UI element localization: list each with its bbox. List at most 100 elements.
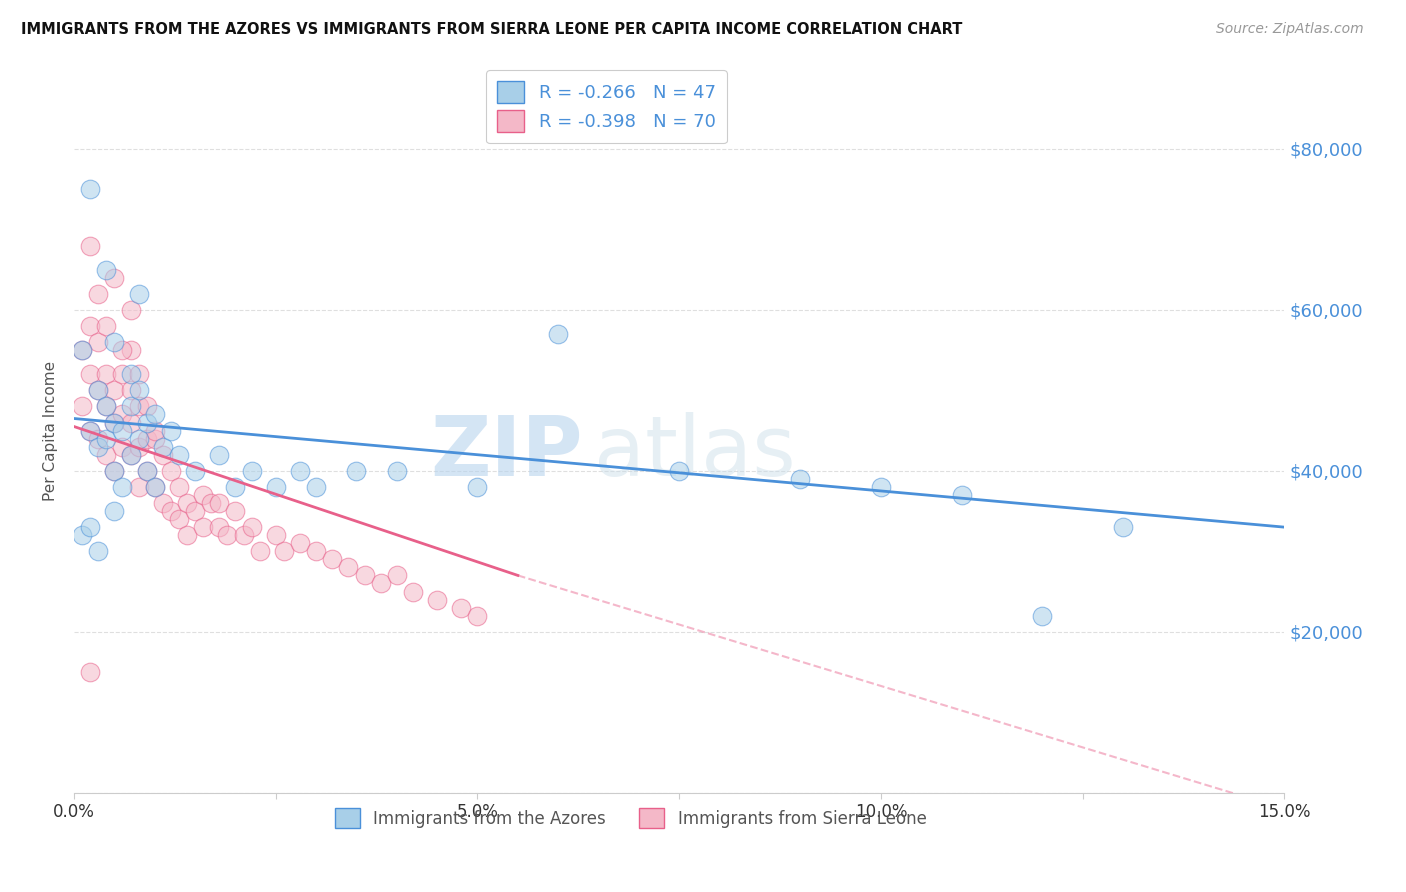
Point bbox=[668, 464, 690, 478]
Point bbox=[120, 400, 142, 414]
Point bbox=[402, 584, 425, 599]
Point bbox=[79, 424, 101, 438]
Point bbox=[467, 480, 489, 494]
Point bbox=[103, 334, 125, 349]
Point bbox=[96, 262, 118, 277]
Point bbox=[128, 480, 150, 494]
Point bbox=[288, 464, 311, 478]
Point bbox=[96, 368, 118, 382]
Y-axis label: Per Capita Income: Per Capita Income bbox=[44, 360, 58, 500]
Point bbox=[200, 496, 222, 510]
Point bbox=[135, 432, 157, 446]
Point bbox=[208, 496, 231, 510]
Point bbox=[103, 416, 125, 430]
Point bbox=[135, 464, 157, 478]
Point bbox=[120, 368, 142, 382]
Point bbox=[346, 464, 368, 478]
Point bbox=[111, 424, 134, 438]
Text: ZIP: ZIP bbox=[430, 412, 582, 492]
Point bbox=[370, 576, 392, 591]
Point bbox=[450, 600, 472, 615]
Point bbox=[184, 504, 207, 518]
Point bbox=[128, 368, 150, 382]
Point bbox=[547, 326, 569, 341]
Point bbox=[128, 432, 150, 446]
Point bbox=[273, 544, 295, 558]
Point bbox=[167, 480, 190, 494]
Point bbox=[224, 480, 246, 494]
Point bbox=[120, 448, 142, 462]
Point bbox=[353, 568, 375, 582]
Point bbox=[87, 334, 110, 349]
Point bbox=[79, 318, 101, 333]
Point bbox=[152, 440, 174, 454]
Text: atlas: atlas bbox=[595, 412, 796, 492]
Point bbox=[103, 464, 125, 478]
Point bbox=[128, 384, 150, 398]
Point bbox=[167, 512, 190, 526]
Point bbox=[950, 488, 973, 502]
Text: IMMIGRANTS FROM THE AZORES VS IMMIGRANTS FROM SIERRA LEONE PER CAPITA INCOME COR: IMMIGRANTS FROM THE AZORES VS IMMIGRANTS… bbox=[21, 22, 963, 37]
Point bbox=[789, 472, 811, 486]
Point bbox=[111, 440, 134, 454]
Point bbox=[87, 544, 110, 558]
Point bbox=[176, 528, 198, 542]
Point bbox=[135, 400, 157, 414]
Point bbox=[288, 536, 311, 550]
Point bbox=[184, 464, 207, 478]
Point bbox=[120, 302, 142, 317]
Point bbox=[103, 270, 125, 285]
Point bbox=[143, 480, 166, 494]
Point bbox=[176, 496, 198, 510]
Point bbox=[385, 464, 408, 478]
Point bbox=[208, 520, 231, 534]
Point bbox=[120, 343, 142, 358]
Point bbox=[160, 464, 183, 478]
Point bbox=[79, 182, 101, 196]
Point bbox=[70, 343, 93, 358]
Point bbox=[385, 568, 408, 582]
Point bbox=[135, 464, 157, 478]
Point bbox=[143, 408, 166, 422]
Point bbox=[87, 432, 110, 446]
Point bbox=[87, 286, 110, 301]
Point bbox=[128, 400, 150, 414]
Point bbox=[249, 544, 271, 558]
Point bbox=[160, 504, 183, 518]
Point bbox=[96, 448, 118, 462]
Point bbox=[128, 286, 150, 301]
Point bbox=[240, 520, 263, 534]
Point bbox=[111, 480, 134, 494]
Point bbox=[70, 400, 93, 414]
Point bbox=[103, 504, 125, 518]
Point bbox=[111, 368, 134, 382]
Point bbox=[264, 528, 287, 542]
Point bbox=[160, 424, 183, 438]
Point bbox=[111, 408, 134, 422]
Point bbox=[103, 416, 125, 430]
Point bbox=[79, 424, 101, 438]
Point bbox=[79, 368, 101, 382]
Point bbox=[217, 528, 239, 542]
Point bbox=[1112, 520, 1135, 534]
Point bbox=[120, 448, 142, 462]
Point bbox=[870, 480, 893, 494]
Point bbox=[70, 528, 93, 542]
Text: Source: ZipAtlas.com: Source: ZipAtlas.com bbox=[1216, 22, 1364, 37]
Point bbox=[232, 528, 254, 542]
Point bbox=[79, 520, 101, 534]
Point bbox=[96, 400, 118, 414]
Point bbox=[1031, 608, 1053, 623]
Point bbox=[96, 400, 118, 414]
Point bbox=[305, 544, 328, 558]
Point bbox=[143, 480, 166, 494]
Point bbox=[152, 448, 174, 462]
Point bbox=[103, 384, 125, 398]
Point bbox=[143, 424, 166, 438]
Point bbox=[240, 464, 263, 478]
Point bbox=[193, 488, 215, 502]
Point bbox=[337, 560, 360, 574]
Point bbox=[128, 440, 150, 454]
Point bbox=[87, 440, 110, 454]
Point bbox=[120, 416, 142, 430]
